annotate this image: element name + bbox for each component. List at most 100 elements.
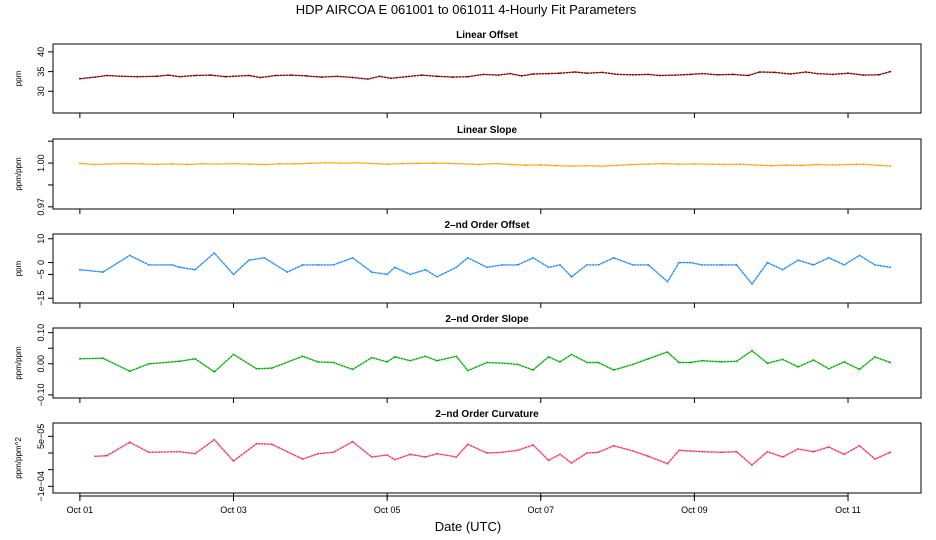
data-point (843, 453, 846, 456)
data-point (186, 163, 189, 166)
panel-title: 2–nd Order Curvature (435, 409, 539, 420)
data-point (486, 266, 488, 269)
y-tick-label: 0.97 (36, 198, 46, 216)
x-tick-label: Oct 09 (681, 505, 708, 515)
data-point (271, 443, 273, 446)
data-point (889, 165, 892, 167)
data-point (463, 163, 465, 165)
data-point (301, 264, 304, 266)
data-point (409, 453, 412, 456)
data-point (678, 449, 680, 452)
data-point (647, 357, 650, 360)
data-point (570, 165, 573, 167)
data-point (843, 264, 846, 266)
data-point (109, 163, 112, 165)
data-point (751, 349, 753, 352)
data-point (194, 268, 197, 271)
data-point (532, 256, 534, 259)
data-point (486, 361, 488, 364)
data-point (436, 275, 438, 278)
data-point (785, 164, 788, 167)
data-point (666, 351, 669, 353)
data-point (766, 450, 769, 453)
data-point (586, 452, 588, 454)
panel-title: Linear Slope (457, 125, 517, 136)
data-point (735, 360, 738, 363)
y-tick-label: 30 (36, 86, 46, 96)
data-point (831, 164, 834, 166)
data-point (351, 440, 354, 443)
data-point (432, 162, 435, 165)
data-point (754, 164, 757, 167)
data-point (420, 74, 423, 76)
data-point (317, 361, 319, 363)
data-point (317, 452, 319, 455)
data-point (324, 161, 327, 164)
y-tick-label: −1e−04 (36, 471, 46, 502)
data-point (466, 369, 469, 372)
data-point (674, 74, 677, 76)
data-point (125, 162, 127, 165)
data-point (409, 273, 412, 276)
series-line (79, 252, 891, 286)
data-point (248, 74, 250, 77)
panel-frame (52, 422, 922, 494)
data-point (178, 360, 181, 363)
data-point (781, 268, 784, 271)
data-point (858, 444, 861, 447)
data-point (770, 164, 773, 167)
y-axis-label: ppm/ppm (14, 157, 23, 191)
data-point (547, 72, 550, 75)
data-point (424, 456, 427, 458)
data-point (309, 162, 312, 165)
data-point (701, 450, 703, 453)
data-point (148, 451, 150, 454)
data-point (616, 73, 619, 76)
data-point (570, 462, 573, 464)
data-point (797, 259, 799, 262)
panel-frame (52, 233, 922, 304)
data-point (336, 75, 339, 78)
figure-title: HDP AIRCOA E 061001 to 061011 4-Hourly F… (296, 2, 637, 17)
data-point (332, 361, 335, 364)
data-point (482, 73, 485, 76)
data-point (559, 72, 561, 75)
y-tick-label: −15 (36, 291, 46, 306)
data-point (466, 256, 469, 259)
data-point (632, 264, 634, 266)
data-point (370, 271, 373, 273)
data-point (601, 71, 604, 74)
data-point (812, 450, 815, 453)
data-point (405, 75, 408, 78)
data-point (766, 362, 769, 365)
panel-frame (52, 43, 922, 114)
data-point (586, 361, 588, 364)
y-tick-label: 10 (36, 234, 46, 244)
data-point (320, 76, 323, 78)
data-point (804, 71, 807, 73)
data-point (547, 266, 550, 269)
data-point (612, 444, 615, 447)
data-point (701, 72, 703, 75)
data-point (301, 355, 304, 358)
data-point (801, 164, 803, 167)
data-point (874, 264, 876, 266)
data-point (393, 356, 396, 358)
data-point (121, 75, 123, 78)
data-point (424, 268, 427, 271)
data-point (827, 446, 830, 448)
data-point (386, 454, 388, 456)
data-point (597, 361, 600, 364)
data-point (574, 71, 577, 73)
data-point (201, 162, 204, 165)
panel-title: 2–nd Order Offset (444, 220, 530, 231)
panels-group: Linear Offset 30 35 40 ppm Linear Slope 0.97 1.… (14, 30, 922, 502)
data-point (570, 275, 573, 278)
data-point (194, 74, 197, 77)
data-point (417, 162, 419, 165)
data-point (647, 455, 650, 458)
panel-title: Linear Offset (456, 30, 518, 41)
data-point (647, 73, 650, 76)
data-point (486, 452, 488, 454)
